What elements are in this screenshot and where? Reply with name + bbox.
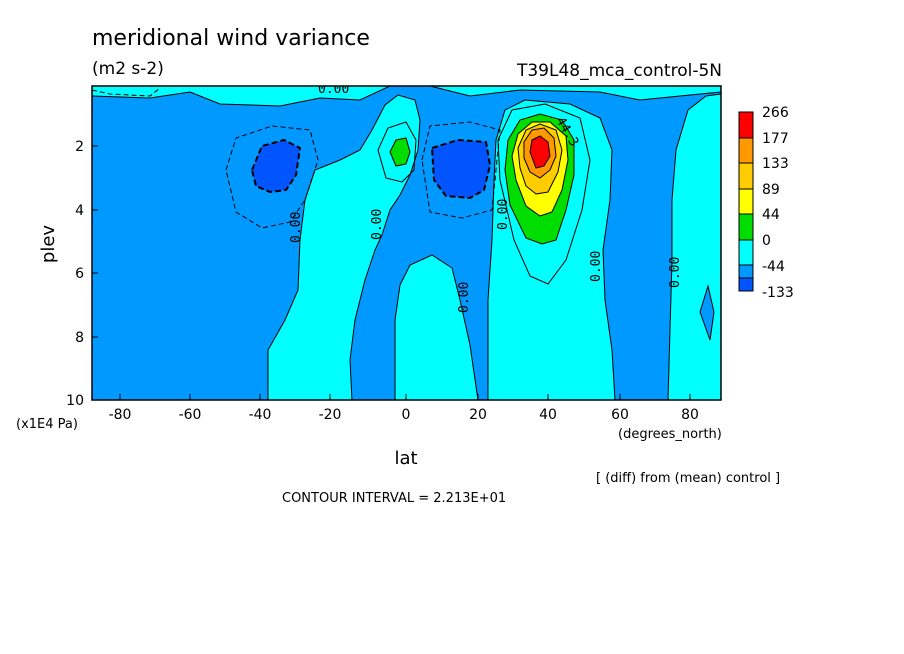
x-tick-labels: -80 -60 -40 -20 0 20 40 60 80 bbox=[109, 407, 699, 423]
run-label: T39L48_mca_control-5N bbox=[516, 61, 722, 81]
cyan-top-band bbox=[92, 86, 390, 106]
colorbar-swatch bbox=[738, 111, 754, 139]
band-266 bbox=[530, 136, 550, 168]
chart-title: meridional wind variance bbox=[92, 26, 370, 51]
cyan-equatorial-column bbox=[395, 255, 478, 400]
y-tick-labels: 2 4 6 8 10 bbox=[66, 139, 84, 409]
contour-labels: 0.00 0.00 0.00 0.00 0.00 0.00 0.00 44.3 bbox=[289, 82, 683, 313]
colorbar-swatch bbox=[738, 188, 754, 215]
colorbar-swatch bbox=[738, 239, 754, 266]
y-tick-label: 2 bbox=[75, 139, 84, 155]
colorbar-label: 89 bbox=[762, 182, 780, 198]
colorbar-label: -44 bbox=[762, 259, 785, 275]
x-axis bbox=[119, 394, 691, 400]
y-axis bbox=[92, 145, 98, 401]
x-axis-title: lat bbox=[394, 448, 417, 469]
colorbar-swatch bbox=[738, 213, 754, 241]
colorbar-label: 266 bbox=[762, 105, 789, 121]
contour-interval: CONTOUR INTERVAL = 2.213E+01 bbox=[282, 491, 506, 506]
contour-field: 0.00 0.00 0.00 0.00 0.00 0.00 0.00 44.3 bbox=[92, 82, 721, 400]
y-tick-label: 4 bbox=[75, 203, 84, 219]
y-axis-units: (x1E4 Pa) bbox=[16, 417, 78, 432]
x-tick-label: -60 bbox=[179, 407, 202, 423]
chart-units: (m2 s-2) bbox=[92, 59, 164, 79]
y-tick-label: 10 bbox=[66, 393, 84, 409]
colorbar-label: 0 bbox=[762, 233, 771, 249]
min-equatorial bbox=[432, 140, 490, 198]
difference-note: [ (diff) from (mean) control ] bbox=[596, 471, 780, 486]
contour-label-polar: 0.00 bbox=[668, 257, 683, 288]
cyan-south-column bbox=[268, 95, 420, 400]
colorbar-swatch bbox=[738, 137, 754, 164]
contour-label-south: 0.00 bbox=[289, 212, 304, 243]
colorbar-label: 133 bbox=[762, 156, 789, 172]
x-tick-label: 80 bbox=[681, 407, 699, 423]
colorbar-swatch bbox=[738, 277, 754, 292]
contour-label-top: 0.00 bbox=[318, 82, 349, 97]
contour-label-jet-west: 0.00 bbox=[496, 199, 511, 230]
x-tick-label: 60 bbox=[611, 407, 629, 423]
y-axis-title: plev bbox=[38, 225, 59, 264]
max-equatorial-green bbox=[390, 138, 410, 166]
y-tick-label: 6 bbox=[75, 266, 84, 282]
cyan-top-band-2 bbox=[430, 86, 721, 100]
contour-label-subtropic: 0.00 bbox=[370, 209, 385, 240]
x-tick-label: -20 bbox=[319, 407, 342, 423]
contour-lines bbox=[92, 86, 721, 400]
colorbar-swatch bbox=[738, 162, 754, 190]
contour-label-equatorial: 0.00 bbox=[457, 282, 472, 313]
colorbar: 266 177 133 89 44 0 -44 -133 bbox=[738, 105, 794, 301]
x-tick-label: -80 bbox=[109, 407, 132, 423]
colorbar-label: 177 bbox=[762, 131, 789, 147]
min-south bbox=[252, 140, 300, 192]
colorbar-label: 44 bbox=[762, 207, 780, 223]
x-tick-label: -40 bbox=[249, 407, 272, 423]
x-axis-units: (degrees_north) bbox=[618, 427, 722, 442]
blue-polar-patch bbox=[700, 286, 714, 340]
x-tick-label: 40 bbox=[539, 407, 557, 423]
colorbar-label: -133 bbox=[762, 285, 794, 301]
y-tick-label: 8 bbox=[75, 330, 84, 346]
x-tick-label: 20 bbox=[469, 407, 487, 423]
contour-label-jet-east: 0.00 bbox=[589, 251, 604, 282]
x-tick-label: 0 bbox=[402, 407, 411, 423]
